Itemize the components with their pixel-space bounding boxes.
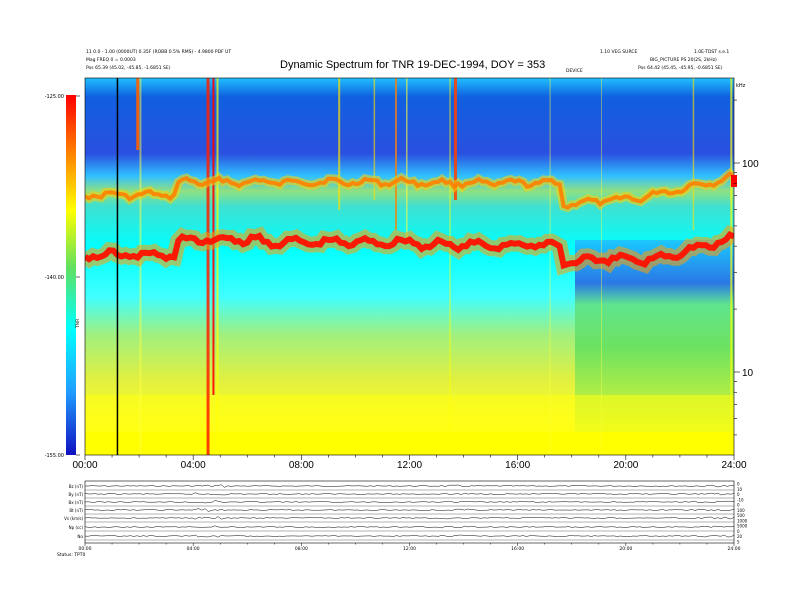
header-right-line3: BIG_PICTURE PS 20(2S, 2kHz) (650, 58, 717, 63)
chart-title: Dynamic Spectrum for TNR 19-DEC-1994, DO… (280, 59, 546, 71)
colorbar-ticks: -125.00 -140.00 -155.00 (45, 94, 80, 459)
lower-panel-label: Vs (km/s) (64, 516, 83, 521)
x-tick-label: 00:00 (72, 460, 97, 471)
colorbar-label: TNR (75, 319, 81, 329)
x-tick-label: 12:00 (397, 460, 422, 471)
upper-emission-halo (85, 168, 734, 213)
lower-panel-right-tick: 0 (737, 492, 740, 497)
y-tick-label: 100 (742, 159, 759, 170)
lower-panel-label: Nα (77, 534, 83, 539)
header-right-line1: 1.10 VEG SURCE (600, 50, 638, 55)
burst-mark (692, 78, 695, 230)
header-left-line1: 11 0.0 - 1.00 (0000UT) 0.35F (ROBB 0.5% … (86, 50, 232, 55)
colorbar-tick-label: -125.00 (45, 94, 64, 100)
x-tick-label: 24:00 (721, 460, 746, 471)
lower-panel-label: Bz (nT) (69, 484, 84, 489)
header-right-line4: Pos 64.42 (45.45, -45.95, -0.6851 SE) (638, 66, 723, 71)
lower-x-tick-label: 00:00 (79, 546, 92, 552)
header-right-line2: 1.0E-TDST s.e.1 (694, 50, 730, 55)
burst-mark (406, 78, 408, 240)
colorbar-tick-label: -155.00 (45, 453, 64, 459)
lower-x-tick-label: 20:00 (619, 546, 632, 552)
lower-panel-trace (84, 516, 735, 520)
header-center-tag: DEVICE (566, 69, 583, 74)
burst-mark (216, 78, 219, 455)
lower-panels: Bz (nT) By (nT) Bx (nT) Bt (nT) Vs (km/s) Np … (64, 480, 748, 552)
y-axis-unit: kHz (736, 83, 746, 89)
burst-mark (549, 78, 551, 455)
lower-panel-right-tick: 20 (737, 534, 743, 539)
x-tick-label: 16:00 (505, 460, 530, 471)
spectrogram-floor (85, 432, 734, 455)
lower-panel-label: Np (cc) (69, 525, 84, 530)
lower-panel-right-tick: 1000 (737, 518, 748, 523)
lower-emission-band (85, 231, 734, 270)
lower-panel-right-tick: 500 (737, 513, 745, 518)
lower-panel-trace (84, 508, 735, 512)
lower-panel-trace (84, 525, 735, 529)
lower-panel-right-tick: 0 (737, 482, 740, 487)
lower-panel-right-tick: 0 (737, 503, 740, 508)
burst-mark (206, 78, 210, 455)
lower-x-tick-label: 12:00 (403, 546, 416, 552)
burst-mark (136, 78, 140, 150)
lower-panel-right-tick: 5000 (737, 524, 748, 529)
lower-panel-right-tick: 100 (737, 508, 745, 513)
spectrogram (85, 78, 734, 455)
header-left-line2: Mag FREQ 0 = 0.0003 (86, 58, 136, 63)
right-edge-highlight (731, 175, 737, 187)
x-tick-label: 04:00 (181, 460, 206, 471)
lower-panel-right-tick: 5 (737, 540, 740, 545)
burst-mark (373, 78, 376, 200)
lower-x-tick-label: 24:00 (728, 546, 741, 552)
lower-panel-trace (84, 500, 735, 504)
x-axis-ticks: 00:00 04:00 08:00 12:00 16:00 20:00 24:00 (72, 455, 747, 471)
lower-panel-trace (85, 484, 735, 488)
lower-x-tick-label: 08:00 (295, 546, 308, 552)
x-tick-label: 20:00 (613, 460, 638, 471)
y-axis-ticks: 100 10 (734, 99, 759, 436)
lower-panel-label: By (nT) (69, 492, 84, 497)
lower-panel-right-tick: -10 (737, 497, 744, 502)
header-left-line3: Pos 65.39 (45.02, -45.85, -1.6851 SE) (86, 66, 171, 71)
lower-panel-right-tick: 10 (737, 487, 743, 492)
lower-x-tick-label: 16:00 (511, 546, 524, 552)
burst-mark (449, 78, 451, 455)
burst-mark (394, 78, 397, 230)
lower-x-tick-label: 04:00 (187, 546, 200, 552)
burst-mark (730, 78, 733, 455)
lower-panel-label: Bx (nT) (69, 500, 84, 505)
lower-panel-label: Bt (nT) (69, 508, 83, 513)
x-tick-label: 08:00 (289, 460, 314, 471)
colorbar (66, 95, 76, 455)
y-tick-label: 10 (742, 368, 754, 379)
lower-panel-frame (84, 480, 735, 544)
footer-status: Status: TPT0 (57, 553, 86, 558)
lower-panel-trace (84, 492, 735, 496)
lower-panel-trace (84, 534, 735, 538)
colorbar-tick-label: -140.00 (45, 275, 64, 281)
burst-mark (453, 78, 457, 200)
burst-mark (338, 78, 341, 210)
lower-panel-right-tick: 0 (737, 529, 740, 534)
